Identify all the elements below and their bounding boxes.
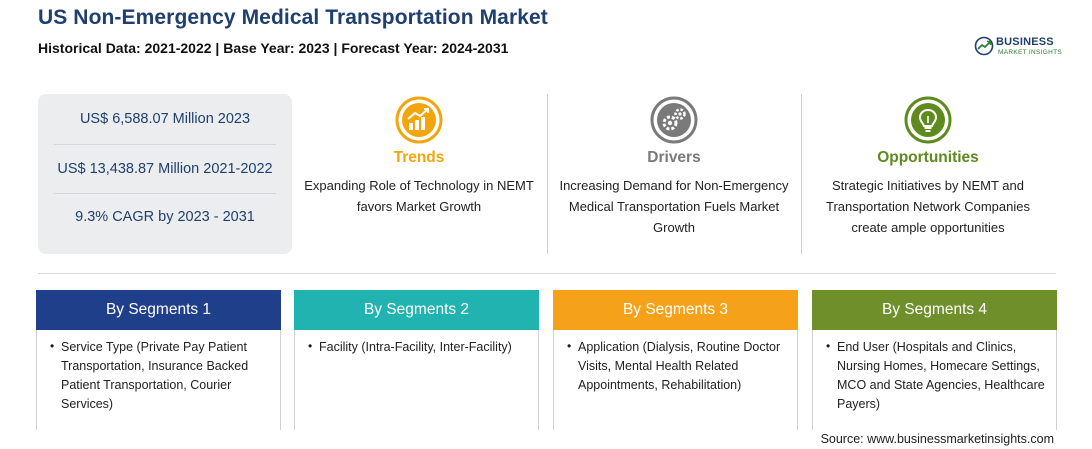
trends-description: Expanding Role of Technology in NEMT fav…	[304, 178, 534, 214]
stat-divider	[54, 193, 276, 194]
drivers-description: Increasing Demand for Non-Emergency Medi…	[559, 178, 789, 235]
segment-card-4: By Segments 4 • End User (Hospitals and …	[812, 290, 1057, 430]
stat-cagr: 9.3% CAGR by 2023 - 2031	[75, 209, 255, 225]
segment-card-2: By Segments 2 • Facility (Intra-Facility…	[294, 290, 539, 430]
segment-4-text: End User (Hospitals and Clinics, Nursing…	[837, 340, 1045, 411]
segment-2-title: By Segments 2	[294, 290, 539, 330]
stat-market-size-historical: US$ 13,438.87 Million 2021-2022	[57, 161, 273, 177]
drivers-column: Drivers Increasing Demand for Non-Emerge…	[554, 96, 794, 238]
stat-market-size-2023: US$ 6,588.07 Million 2023	[79, 111, 251, 127]
segment-2-bullet: •	[308, 339, 313, 353]
segment-card-3: By Segments 3 • Application (Dialysis, R…	[553, 290, 798, 430]
opportunities-description: Strategic Initiatives by NEMT and Transp…	[826, 178, 1030, 235]
segment-1-title: By Segments 1	[36, 290, 281, 330]
column-divider	[801, 94, 802, 254]
market-stats-panel: US$ 6,588.07 Million 2023 US$ 13,438.87 …	[38, 94, 292, 254]
page-title: US Non-Emergency Medical Transportation …	[38, 6, 548, 29]
gears-icon	[650, 96, 698, 144]
section-divider	[38, 273, 1056, 274]
segment-3-bullet: •	[567, 339, 572, 353]
page-subtitle: Historical Data: 2021-2022 | Base Year: …	[38, 40, 509, 56]
opportunities-heading: Opportunities	[877, 149, 979, 166]
segment-4-bullet: •	[826, 339, 831, 353]
segment-2-text: Facility (Intra-Facility, Inter-Facility…	[319, 340, 512, 354]
segment-4-title: By Segments 4	[812, 290, 1057, 330]
column-divider	[547, 94, 548, 254]
trends-heading: Trends	[393, 149, 445, 166]
company-logo: BUSINESS MARKET INSIGHTS	[974, 34, 1064, 60]
drivers-heading: Drivers	[647, 149, 701, 166]
opportunities-column: Opportunities Strategic Initiatives by N…	[808, 96, 1048, 238]
logo-text-primary: BUSINESS	[996, 36, 1054, 48]
segment-2-body: • Facility (Intra-Facility, Inter-Facili…	[294, 330, 539, 430]
logo-globe-icon	[974, 36, 994, 56]
stat-divider	[54, 144, 276, 145]
segment-3-title: By Segments 3	[553, 290, 798, 330]
segment-1-text: Service Type (Private Pay Patient Transp…	[61, 340, 249, 411]
lightbulb-icon	[904, 96, 952, 144]
segment-4-body: • End User (Hospitals and Clinics, Nursi…	[812, 330, 1057, 430]
segment-1-body: • Service Type (Private Pay Patient Tran…	[36, 330, 281, 430]
segment-1-bullet: •	[50, 339, 55, 353]
segment-3-text: Application (Dialysis, Routine Doctor Vi…	[578, 340, 781, 392]
source-credit: Source: www.businessmarketinsights.com	[820, 432, 1054, 446]
logo-text-secondary: MARKET INSIGHTS	[998, 49, 1062, 56]
trends-column: Trends Expanding Role of Technology in N…	[299, 96, 539, 217]
trend-chart-icon	[395, 96, 443, 144]
segment-3-body: • Application (Dialysis, Routine Doctor …	[553, 330, 798, 430]
segment-card-1: By Segments 1 • Service Type (Private Pa…	[36, 290, 281, 430]
